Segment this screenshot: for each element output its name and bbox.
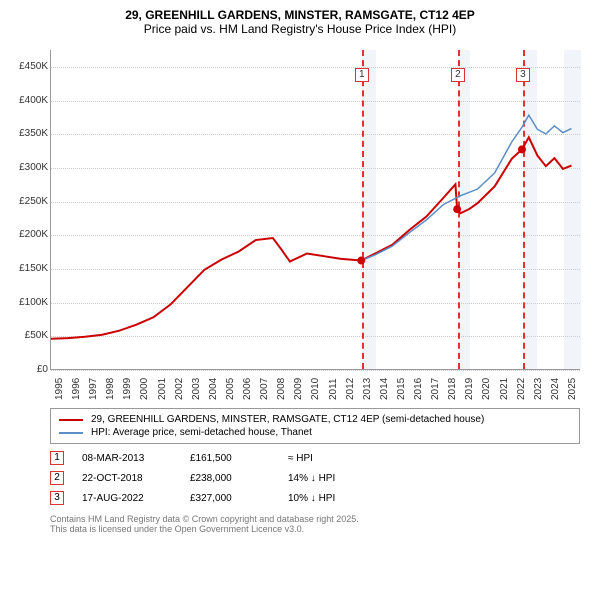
detail-date: 17-AUG-2022 [82,493,172,504]
x-tick-label: 2001 [157,378,159,400]
y-tick-label: £450K [8,61,48,72]
x-tick-label: 2024 [550,378,552,400]
x-tick-label: 2013 [362,378,364,400]
detail-note: 14% ↓ HPI [288,473,378,484]
x-tick-label: 2006 [242,378,244,400]
x-tick-label: 1998 [105,378,107,400]
x-tick-label: 2021 [499,378,501,400]
detail-row: 2 22-OCT-2018 £238,000 14% ↓ HPI [50,468,580,488]
chart-title: 29, GREENHILL GARDENS, MINSTER, RAMSGATE… [8,8,592,22]
y-tick-label: £300K [8,162,48,173]
x-tick-label: 1999 [122,378,124,400]
x-tick-label: 2007 [259,378,261,400]
detail-row: 3 17-AUG-2022 £327,000 10% ↓ HPI [50,488,580,508]
detail-row: 1 08-MAR-2013 £161,500 ≈ HPI [50,448,580,468]
x-tick-label: 2008 [276,378,278,400]
x-tick-label: 2014 [379,378,381,400]
chart-subtitle: Price paid vs. HM Land Registry's House … [8,22,592,36]
detail-marker: 1 [50,451,64,465]
footer-line2: This data is licensed under the Open Gov… [50,524,580,534]
x-tick-label: 2009 [293,378,295,400]
sale-marker-dot [518,145,526,153]
sale-marker-dot [453,205,461,213]
x-tick-label: 2005 [225,378,227,400]
detail-price: £161,500 [190,453,270,464]
legend-label: 29, GREENHILL GARDENS, MINSTER, RAMSGATE… [91,414,484,425]
x-tick-label: 2012 [345,378,347,400]
detail-note: 10% ↓ HPI [288,493,378,504]
y-tick-label: £400K [8,95,48,106]
legend-swatch [59,432,83,434]
y-tick-label: £100K [8,297,48,308]
x-tick-label: 2004 [208,378,210,400]
detail-note: ≈ HPI [288,453,378,464]
detail-price: £327,000 [190,493,270,504]
x-tick-label: 2025 [567,378,569,400]
x-tick-label: 2020 [481,378,483,400]
event-marker: 3 [516,68,530,82]
x-tick-label: 2011 [328,378,330,400]
x-tick-label: 2015 [396,378,398,400]
x-tick-label: 1995 [54,378,56,400]
series-line-hpi [361,115,571,260]
x-tick-label: 2022 [516,378,518,400]
gridline [51,370,580,371]
detail-date: 08-MAR-2013 [82,453,172,464]
sale-details: 1 08-MAR-2013 £161,500 ≈ HPI 2 22-OCT-2018 £23… [50,448,580,508]
x-tick-label: 2017 [430,378,432,400]
legend: 29, GREENHILL GARDENS, MINSTER, RAMSGATE… [50,408,580,444]
y-tick-label: £250K [8,196,48,207]
legend-label: HPI: Average price, semi-detached house,… [91,427,312,438]
y-tick-label: £50K [8,330,48,341]
chart-area: £0 £50K £100K £150K £200K £250K £300K £350K £400… [8,42,592,402]
footer-attribution: Contains HM Land Registry data © Crown c… [50,514,580,534]
x-tick-label: 2010 [310,378,312,400]
detail-marker: 2 [50,471,64,485]
legend-row: 29, GREENHILL GARDENS, MINSTER, RAMSGATE… [59,413,571,426]
x-tick-label: 1997 [88,378,90,400]
y-tick-label: £200K [8,229,48,240]
x-tick-label: 1996 [71,378,73,400]
x-tick-label: 2003 [191,378,193,400]
series-line-property [51,137,571,338]
x-tick-label: 2000 [139,378,141,400]
x-tick-label: 2018 [447,378,449,400]
detail-price: £238,000 [190,473,270,484]
x-tick-label: 2019 [464,378,466,400]
x-tick-label: 2016 [413,378,415,400]
x-tick-label: 2002 [174,378,176,400]
legend-row: HPI: Average price, semi-detached house,… [59,426,571,439]
detail-date: 22-OCT-2018 [82,473,172,484]
legend-swatch [59,419,83,421]
footer-line1: Contains HM Land Registry data © Crown c… [50,514,580,524]
plot-region: 1 2 3 [50,50,580,370]
x-tick-label: 2023 [533,378,535,400]
event-marker: 1 [355,68,369,82]
y-tick-label: £350K [8,128,48,139]
line-chart-svg [51,50,580,369]
detail-marker: 3 [50,491,64,505]
y-tick-label: £150K [8,263,48,274]
y-tick-label: £0 [8,364,48,375]
sale-marker-dot [357,257,365,265]
event-marker: 2 [451,68,465,82]
